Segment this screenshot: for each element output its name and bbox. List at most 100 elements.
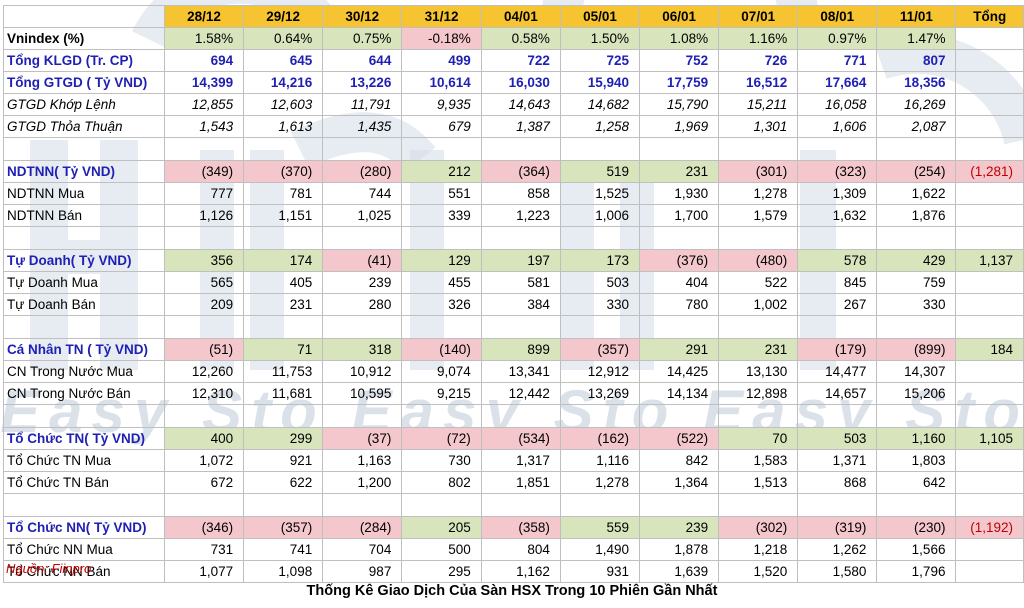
value-cell: 1,579 [718, 204, 799, 227]
value-cell: 0.97% [797, 27, 878, 50]
empty-cell [480, 226, 561, 250]
empty-cell [955, 560, 1024, 583]
value-cell: 231 [243, 293, 324, 316]
value-cell: 15,206 [876, 382, 957, 405]
date-header: 07/01 [718, 5, 799, 28]
empty-cell [322, 404, 403, 428]
value-cell: 1,566 [876, 538, 957, 561]
value-cell: 522 [718, 271, 799, 294]
value-cell: (179) [797, 338, 878, 361]
value-cell: 14,399 [163, 71, 245, 94]
value-cell: 730 [401, 449, 482, 472]
empty-cell [322, 137, 403, 161]
value-cell: 16,058 [797, 93, 878, 116]
value-cell: 1,969 [639, 115, 720, 138]
value-cell: 868 [797, 471, 878, 494]
empty-cell [718, 404, 799, 428]
value-cell: 295 [401, 560, 482, 583]
date-header: 05/01 [559, 5, 641, 28]
empty-cell [639, 226, 720, 250]
spacer-row [3, 315, 1024, 339]
value-cell: (357) [243, 516, 324, 539]
empty-cell [955, 493, 1024, 517]
value-cell: 1,223 [480, 204, 561, 227]
value-cell: 771 [797, 49, 878, 72]
empty-cell [559, 315, 641, 339]
value-cell: 578 [797, 249, 878, 272]
value-cell: 1,258 [559, 115, 641, 138]
row-label: NDTNN( Tỷ VND) [3, 160, 165, 183]
value-cell: 1,160 [876, 427, 957, 450]
value-cell: 1,163 [322, 449, 403, 472]
value-cell: (51) [163, 338, 245, 361]
value-cell: 1,878 [639, 538, 720, 561]
value-cell: 845 [797, 271, 878, 294]
spacer-row [3, 226, 1024, 250]
value-cell: 16,512 [718, 71, 799, 94]
row-label: Tổ Chức NN( Tỷ VND) [3, 516, 165, 539]
empty-cell [401, 493, 482, 517]
table-row: NDTNN Bán 1,126 1,151 1,025 339 1,223 1,006 1,7… [3, 204, 1024, 227]
total-cell: 1,105 [955, 427, 1024, 450]
table-row: Tổ Chức NN Mua 731 741 704 500 804 1,490 1,878 1… [3, 538, 1024, 561]
empty-cell [955, 27, 1024, 50]
value-cell: 1,525 [559, 182, 641, 205]
value-cell: 1.16% [718, 27, 799, 50]
value-cell: 12,855 [163, 93, 245, 116]
value-cell: 622 [243, 471, 324, 494]
value-cell: 1,309 [797, 182, 878, 205]
value-cell: (370) [243, 160, 324, 183]
value-cell: 987 [322, 560, 403, 583]
spacer-row [3, 137, 1024, 161]
value-cell: (140) [401, 338, 482, 361]
table-row: Vnindex (%) 1.58% 0.64% 0.75% -0.18% 0.58% 1.5… [3, 27, 1024, 50]
empty-cell [559, 404, 641, 428]
empty-cell [243, 226, 324, 250]
value-cell: 1,613 [243, 115, 324, 138]
value-cell: 356 [163, 249, 245, 272]
source-note: Nguồn: Fiinpro [6, 561, 92, 576]
value-cell: 1,077 [163, 560, 245, 583]
empty-cell [3, 315, 165, 339]
table-row: Tổ Chức NN Bán 1,077 1,098 987 295 1,162 931 1,… [3, 560, 1024, 583]
empty-cell [559, 493, 641, 517]
value-cell: (346) [163, 516, 245, 539]
table-row: Tự Doanh Mua 565 405 239 455 581 503 404 522 845 7… [3, 271, 1024, 294]
value-cell: 10,614 [401, 71, 482, 94]
value-cell: 404 [639, 271, 720, 294]
empty-cell [955, 204, 1024, 227]
value-cell: 14,682 [559, 93, 641, 116]
empty-cell [955, 293, 1024, 316]
value-cell: 694 [163, 49, 245, 72]
value-cell: 921 [243, 449, 324, 472]
value-cell: 565 [163, 271, 245, 294]
empty-cell [955, 471, 1024, 494]
row-label: CN Trong Nước Bán [3, 382, 165, 405]
value-cell: 503 [797, 427, 878, 450]
row-label: Tổ Chức NN Bán [3, 560, 165, 583]
value-cell: 1,639 [639, 560, 720, 583]
spacer-row [3, 493, 1024, 517]
row-label: Tổ Chức NN Mua [3, 538, 165, 561]
value-cell: 519 [559, 160, 641, 183]
value-cell: 70 [718, 427, 799, 450]
value-cell: 752 [639, 49, 720, 72]
value-cell: 725 [559, 49, 641, 72]
value-cell: (37) [322, 427, 403, 450]
value-cell: 12,912 [559, 360, 641, 383]
empty-cell [3, 226, 165, 250]
table-caption: Thống Kê Giao Dịch Của Sàn HSX Trong 10 … [306, 583, 718, 599]
empty-cell [480, 493, 561, 517]
value-cell: (349) [163, 160, 245, 183]
value-cell: 71 [243, 338, 324, 361]
date-header: 06/01 [639, 5, 720, 28]
value-cell: (899) [876, 338, 957, 361]
date-header: 30/12 [322, 5, 403, 28]
empty-cell [955, 137, 1024, 161]
table-row: Tổ Chức NN( Tỷ VND) (346) (357) (284) 205 (35… [3, 516, 1024, 539]
empty-cell [797, 493, 878, 517]
empty-cell [955, 49, 1024, 72]
value-cell: 644 [322, 49, 403, 72]
value-cell: 17,664 [797, 71, 878, 94]
total-cell: (1,281) [955, 160, 1024, 183]
